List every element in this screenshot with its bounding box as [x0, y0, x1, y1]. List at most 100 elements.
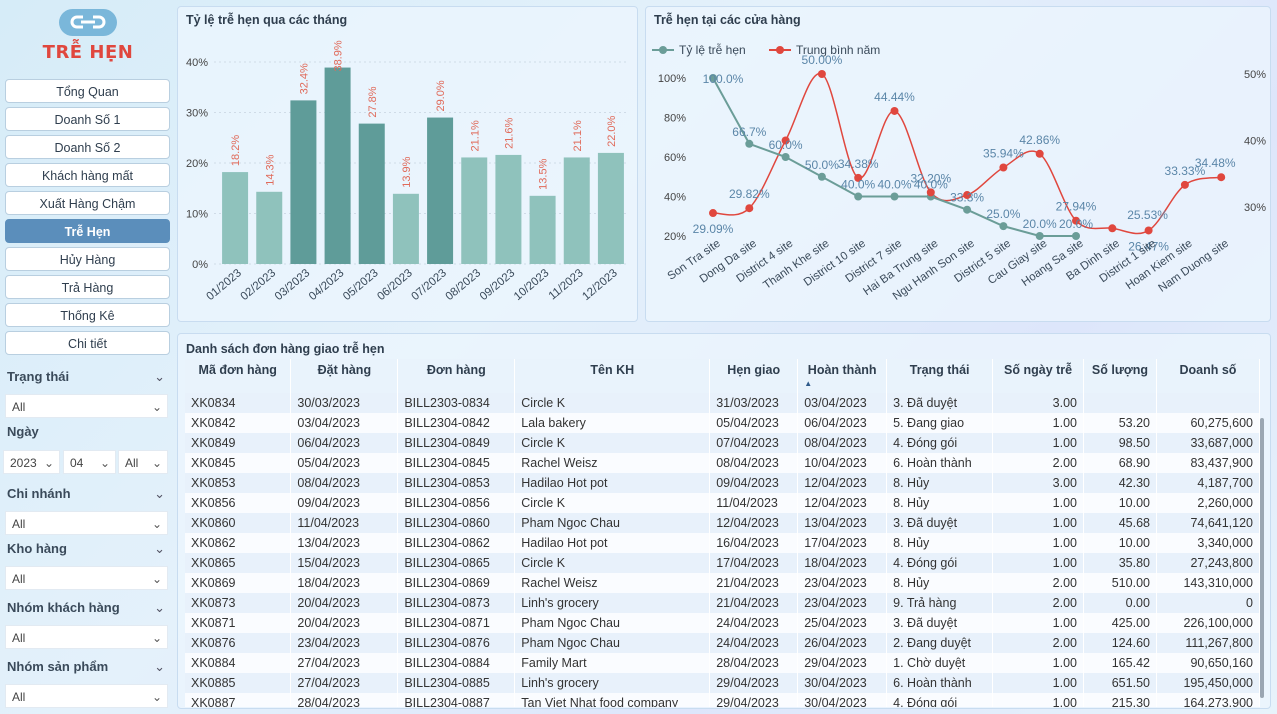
- yearly-average-point[interactable]: [890, 106, 899, 115]
- series-line-yearly-average[interactable]: [712, 72, 1222, 235]
- bar[interactable]: [563, 157, 590, 264]
- filter-label-nhom-san-pham[interactable]: Nhóm sản phẩm ⌄: [7, 659, 165, 674]
- table-row[interactable]: XK0834 30/03/2023 BILL2303-0834 Circle K 31/…: [185, 393, 1260, 413]
- table-row[interactable]: XK0862 13/04/2023 BILL2304-0862 Hadilao Hot…: [185, 533, 1260, 553]
- table-row[interactable]: XK0845 05/04/2023 BILL2304-0845 Rachel Weis…: [185, 453, 1260, 473]
- table-row[interactable]: XK0873 20/04/2023 BILL2304-0873 Linh's groc…: [185, 593, 1260, 613]
- column-header-doanh-so[interactable]: Doanh số: [1156, 359, 1260, 393]
- yearly-average-point[interactable]: [1035, 149, 1044, 158]
- column-header-hoan-thanh[interactable]: Hoàn thành ▲: [797, 359, 888, 393]
- nav-item-xuat-hang-cham[interactable]: Xuất Hàng Chậm: [5, 191, 170, 215]
- nhom-san-pham-dropdown[interactable]: All ⌄: [5, 684, 168, 708]
- table-row[interactable]: XK0865 15/04/2023 BILL2304-0865 Circle K 17/…: [185, 553, 1260, 573]
- nav-item-tong-quan[interactable]: Tổng Quan: [5, 79, 170, 103]
- column-header-don-hang[interactable]: Đơn hàng: [397, 359, 516, 393]
- yearly-average-point[interactable]: [709, 209, 717, 218]
- late-rate-point[interactable]: [854, 192, 863, 201]
- bar[interactable]: [495, 154, 522, 264]
- table-row[interactable]: XK0842 03/04/2023 BILL2304-0842 Lala bakery…: [185, 413, 1260, 433]
- yearly-average-point[interactable]: [854, 173, 863, 182]
- table-row[interactable]: XK0876 23/04/2023 BILL2304-0876 Pham Ngoc C…: [185, 633, 1260, 653]
- yearly-average-point[interactable]: [781, 136, 790, 145]
- legend-label[interactable]: Trung bình năm: [796, 43, 880, 57]
- filter-label-kho-hang[interactable]: Kho hàng ⌄: [7, 541, 165, 556]
- table-row[interactable]: XK0884 27/04/2023 BILL2304-0884 Family Mart…: [185, 653, 1260, 673]
- late-rate-point[interactable]: [781, 153, 790, 161]
- late-rate-point[interactable]: [963, 205, 972, 214]
- table-row[interactable]: XK0856 09/04/2023 BILL2304-0856 Circle K 11/…: [185, 493, 1260, 513]
- table-row[interactable]: XK0849 06/04/2023 BILL2304-0849 Circle K 07/…: [185, 433, 1260, 453]
- chevron-down-icon[interactable]: ⌄: [154, 369, 165, 384]
- late-rate-point[interactable]: [709, 74, 717, 82]
- nav-item-tre-hen[interactable]: Trễ Hẹn: [5, 219, 170, 243]
- filter-label-chi-nhanh[interactable]: Chi nhánh ⌄: [7, 486, 165, 501]
- month-dropdown[interactable]: 04 ⌄: [63, 450, 116, 474]
- bar[interactable]: [256, 191, 283, 264]
- bar[interactable]: [324, 67, 351, 265]
- bar[interactable]: [529, 195, 556, 264]
- chevron-down-icon[interactable]: ⌄: [154, 541, 165, 556]
- column-header-trang-thai[interactable]: Trạng thái: [886, 359, 994, 393]
- column-header-hen-giao[interactable]: Hẹn giao: [709, 359, 799, 393]
- yearly-average-point[interactable]: [1144, 226, 1153, 235]
- late-rate-point[interactable]: [817, 172, 826, 181]
- nav-item-chi-tiet[interactable]: Chi tiết: [5, 331, 170, 355]
- bar[interactable]: [461, 157, 488, 264]
- kho-hang-dropdown[interactable]: All ⌄: [5, 566, 168, 590]
- yearly-average-point[interactable]: [963, 191, 972, 200]
- nav-item-doanh-so-2[interactable]: Doanh Số 2: [5, 135, 170, 159]
- chevron-down-icon[interactable]: ⌄: [154, 600, 165, 615]
- cell-doanh-so: 4,187,700: [1156, 473, 1260, 493]
- column-header-ten-kh[interactable]: Tên KH: [514, 359, 711, 393]
- late-rate-point[interactable]: [1035, 232, 1044, 240]
- filter-label-trang-thai[interactable]: Trạng thái ⌄: [7, 369, 165, 384]
- nhom-khach-hang-dropdown[interactable]: All ⌄: [5, 625, 168, 649]
- bar[interactable]: [358, 123, 385, 264]
- filter-label-nhom-khach-hang[interactable]: Nhóm khách hàng ⌄: [7, 600, 165, 615]
- sort-ascending-icon[interactable]: ▲: [804, 379, 813, 388]
- column-header-so-luong[interactable]: Số lượng: [1083, 359, 1157, 393]
- legend-label[interactable]: Tỷ lệ trễ hẹn: [679, 42, 746, 57]
- column-header-ma-don-hang[interactable]: Mã đơn hàng: [185, 359, 292, 393]
- yearly-average-point[interactable]: [1180, 180, 1189, 189]
- bar[interactable]: [597, 152, 624, 264]
- table-row[interactable]: XK0853 08/04/2023 BILL2304-0853 Hadilao Hot…: [185, 473, 1260, 493]
- nav-item-doanh-so-1[interactable]: Doanh Số 1: [5, 107, 170, 131]
- late-rate-point[interactable]: [999, 222, 1008, 231]
- table-row[interactable]: XK0887 28/04/2023 BILL2304-0887 Tan Viet Nh…: [185, 693, 1260, 707]
- late-rate-point[interactable]: [890, 192, 899, 201]
- bar[interactable]: [427, 117, 454, 264]
- nav-item-tra-hang[interactable]: Trả Hàng: [5, 275, 170, 299]
- bar[interactable]: [290, 100, 317, 264]
- chi-nhanh-dropdown[interactable]: All ⌄: [5, 511, 168, 535]
- column-header-so-ngay-tre[interactable]: Số ngày trễ: [992, 359, 1085, 393]
- yearly-average-point[interactable]: [999, 163, 1008, 172]
- table-row[interactable]: XK0869 18/04/2023 BILL2304-0869 Rachel Weis…: [185, 573, 1260, 593]
- table-scrollbar[interactable]: [1260, 418, 1264, 698]
- nav-item-khach-hang-mat[interactable]: Khách hàng mất: [5, 163, 170, 187]
- nav-item-thong-ke[interactable]: Thống Kê: [5, 303, 170, 327]
- yearly-average-point[interactable]: [817, 70, 826, 78]
- late-rate-point[interactable]: [745, 139, 754, 148]
- yearly-average-point[interactable]: [745, 204, 754, 213]
- table-row[interactable]: XK0885 27/04/2023 BILL2304-0885 Linh's groc…: [185, 673, 1260, 693]
- bar[interactable]: [392, 193, 419, 264]
- cell-doanh-so: 2,260,000: [1156, 493, 1260, 513]
- cell-doanh-so: 143,310,000: [1156, 573, 1260, 593]
- table-row[interactable]: XK0871 20/04/2023 BILL2304-0871 Pham Ngoc C…: [185, 613, 1260, 633]
- chevron-down-icon[interactable]: ⌄: [154, 486, 165, 501]
- trang-thai-dropdown[interactable]: All ⌄: [5, 394, 168, 418]
- column-header-dat-hang[interactable]: Đặt hàng: [290, 359, 399, 393]
- late-rate-point[interactable]: [1072, 232, 1080, 240]
- table-row[interactable]: XK0860 11/04/2023 BILL2304-0860 Pham Ngoc C…: [185, 513, 1260, 533]
- nav-item-huy-hang[interactable]: Hủy Hàng: [5, 247, 170, 271]
- year-dropdown[interactable]: 2023 ⌄: [3, 450, 60, 474]
- yearly-average-point[interactable]: [1108, 224, 1117, 233]
- cell-so-luong: 510.00: [1083, 573, 1157, 593]
- bar[interactable]: [222, 172, 249, 264]
- day-dropdown[interactable]: All ⌄: [118, 450, 168, 474]
- chevron-down-icon[interactable]: ⌄: [154, 659, 165, 674]
- yearly-average-point[interactable]: [1217, 173, 1226, 182]
- yearly-average-point[interactable]: [926, 188, 935, 197]
- yearly-average-point[interactable]: [1072, 216, 1080, 225]
